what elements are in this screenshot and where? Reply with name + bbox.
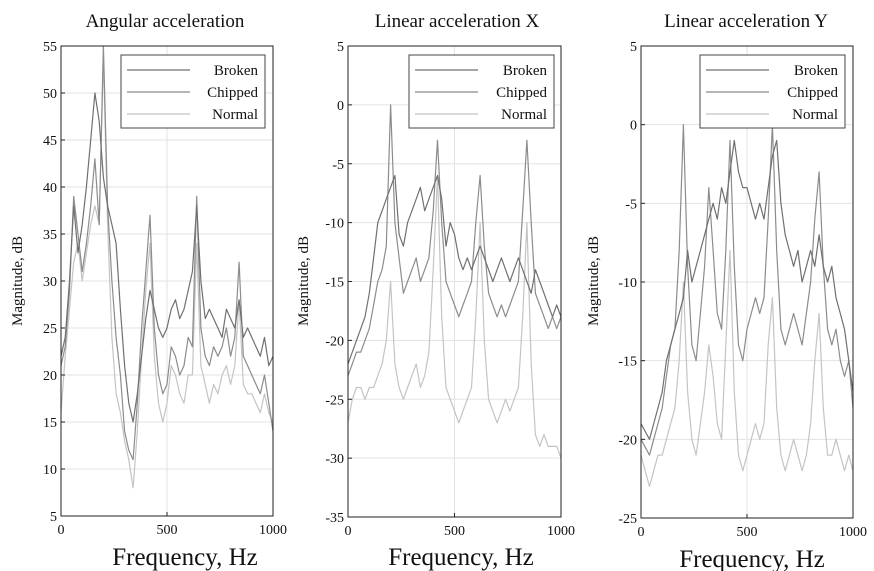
x-tick-label: 0 (58, 523, 65, 538)
y-tick-label: -5 (625, 197, 637, 212)
legend-label-chipped: Chipped (496, 85, 547, 101)
x-axis-label: Frequency, Hz (679, 546, 825, 571)
y-tick-label: 50 (43, 87, 57, 102)
x-ticks: 0 500 1000 (58, 512, 287, 538)
y-tick-label: 35 (43, 228, 57, 243)
y-tick-label: -20 (618, 433, 637, 448)
y-tick-label: 30 (43, 275, 57, 290)
y-tick-label: 15 (43, 416, 57, 431)
legend-label-normal: Normal (212, 107, 258, 123)
series-line-normal (347, 174, 562, 459)
series-line-chipped (640, 124, 854, 456)
y-tick-label: 5 (337, 40, 344, 55)
y-tick-label: 10 (43, 463, 57, 478)
y-ticks: 5 10 15 20 25 30 35 40 45 50 55 (43, 40, 65, 525)
y-tick-label: -30 (325, 452, 344, 467)
y-axis-label: Magnitude, dB (586, 236, 602, 326)
x-tick-label: 1000 (259, 523, 287, 538)
series-line-normal (60, 54, 274, 489)
x-ticks: 0 500 1000 (345, 513, 575, 539)
chart-linear-acceleration-y: Linear acceleration Y -25 -20 -15 -10 -5 0 5 0… (586, 11, 867, 571)
series-lines (60, 45, 274, 489)
legend: Broken Chipped Normal (699, 54, 846, 129)
legend-label-normal: Normal (501, 107, 547, 123)
y-tick-label: -15 (325, 276, 344, 291)
series-line-broken (60, 92, 274, 423)
legend: Broken Chipped Normal (408, 54, 555, 129)
x-tick-label: 500 (444, 524, 465, 539)
x-tick-label: 0 (638, 525, 645, 540)
y-tick-label: -35 (325, 511, 344, 526)
y-tick-label: -25 (618, 512, 637, 527)
y-ticks: -25 -20 -15 -10 -5 0 5 (618, 40, 645, 527)
y-tick-label: -15 (618, 355, 637, 370)
y-tick-label: 55 (43, 40, 57, 55)
x-tick-label: 500 (737, 525, 758, 540)
y-tick-label: -10 (618, 276, 637, 291)
x-tick-label: 1000 (547, 524, 575, 539)
y-tick-label: 0 (337, 99, 344, 114)
legend-label-normal: Normal (792, 107, 838, 123)
y-tick-label: -5 (332, 158, 344, 173)
chart-title: Angular acceleration (86, 11, 245, 32)
chart-title: Linear acceleration X (375, 11, 540, 32)
series-lines (347, 104, 562, 459)
legend-label-chipped: Chipped (207, 85, 258, 101)
series-line-chipped (60, 45, 274, 461)
y-tick-label: -10 (325, 217, 344, 232)
x-tick-label: 0 (345, 524, 352, 539)
x-tick-label: 1000 (839, 525, 867, 540)
series-line-broken (640, 139, 854, 440)
y-ticks: -35 -30 -25 -20 -15 -10 -5 0 5 (325, 40, 352, 526)
legend: Broken Chipped Normal (120, 54, 266, 129)
y-tick-label: -25 (325, 393, 344, 408)
chart-angular-acceleration: Angular acceleration 5 10 15 20 25 30 35 40 45 50… (10, 11, 287, 571)
x-tick-label: 500 (157, 523, 178, 538)
y-tick-label: -20 (325, 334, 344, 349)
x-axis-label: Frequency, Hz (388, 544, 534, 571)
y-tick-label: 45 (43, 134, 57, 149)
y-tick-label: 5 (630, 40, 637, 55)
legend-label-broken: Broken (214, 63, 259, 79)
y-tick-label: 20 (43, 369, 57, 384)
legend-label-broken: Broken (794, 63, 839, 79)
series-line-broken (347, 174, 562, 365)
chart-linear-acceleration-x: Linear acceleration X -35 -30 -25 -20 -15 -10… (296, 11, 575, 571)
x-ticks: 0 500 1000 (638, 514, 867, 540)
series-line-chipped (347, 104, 562, 376)
legend-label-broken: Broken (503, 63, 548, 79)
x-axis-label: Frequency, Hz (112, 544, 258, 571)
y-tick-label: 0 (630, 119, 637, 134)
series-lines (640, 124, 854, 488)
y-axis-label: Magnitude, dB (10, 236, 26, 326)
chart-title: Linear acceleration Y (664, 11, 828, 32)
legend-label-chipped: Chipped (787, 85, 838, 101)
y-tick-label: 40 (43, 181, 57, 196)
series-line-normal (640, 249, 854, 488)
y-tick-label: 5 (50, 510, 57, 525)
y-tick-label: 25 (43, 322, 57, 337)
y-axis-label: Magnitude, dB (296, 236, 312, 326)
